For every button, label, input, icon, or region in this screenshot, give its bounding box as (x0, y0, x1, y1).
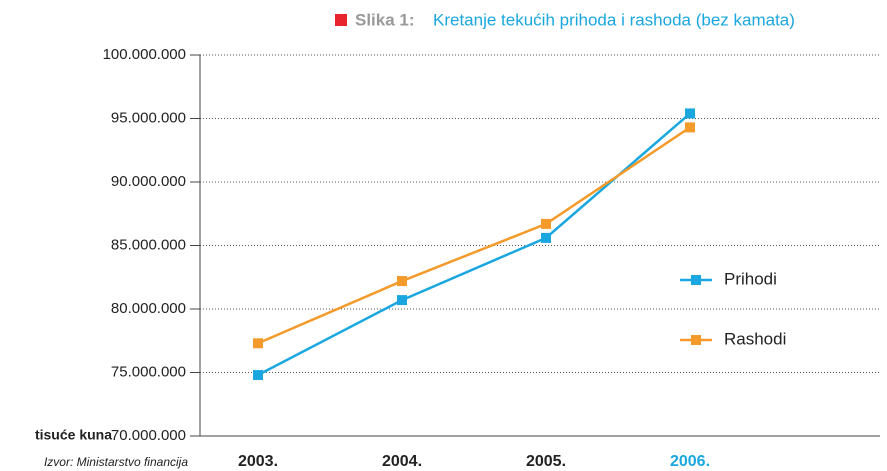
figure-label: Slika 1: (355, 10, 415, 29)
point (541, 218, 551, 229)
point (253, 370, 263, 381)
point (685, 108, 695, 119)
x-tick-label: 2003. (238, 453, 278, 470)
y-tick-label: 95.000.000 (111, 109, 186, 126)
point (397, 295, 407, 306)
y-tick-label: 70.000.000 (111, 427, 186, 444)
y-tick-label: 90.000.000 (111, 173, 186, 190)
chart-title: Kretanje tekućih prihoda i rashoda (bez … (433, 10, 795, 29)
point (253, 338, 263, 349)
series-line (257, 126, 691, 345)
legend-marker (691, 335, 701, 345)
point (685, 122, 695, 133)
point (541, 232, 551, 243)
title-marker (335, 14, 347, 26)
x-tick-label: 2006. (670, 453, 710, 470)
y-tick-label: 100.000.000 (103, 46, 186, 63)
series-line (257, 112, 691, 377)
point (397, 276, 407, 287)
legend-label: Rashodi (724, 329, 786, 348)
x-tick-label: 2004. (382, 453, 422, 470)
y-tick-label: 80.000.000 (111, 300, 186, 317)
y-tick-label: 75.000.000 (111, 363, 186, 380)
x-tick-label: 2005. (526, 453, 566, 470)
source: Izvor: Ministarstvo financija (44, 455, 188, 469)
y-axis-label: tisuće kuna (35, 427, 112, 443)
legend-marker (691, 275, 701, 285)
legend-label: Prihodi (724, 269, 777, 288)
y-tick-label: 85.000.000 (111, 236, 186, 253)
